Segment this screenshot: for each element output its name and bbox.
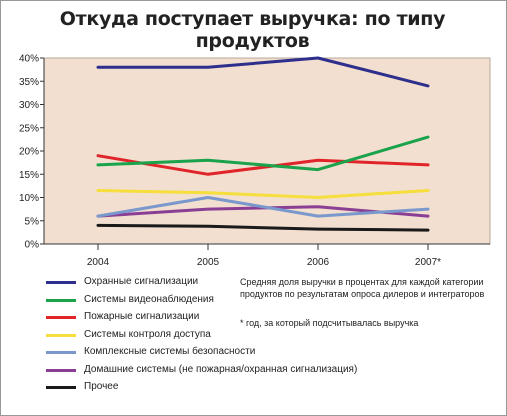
legend-swatch bbox=[46, 351, 76, 354]
series-group bbox=[96, 56, 430, 232]
chart-title: Откуда поступает выручка: по типу продук… bbox=[59, 8, 446, 52]
legend-swatch bbox=[46, 333, 76, 337]
series-line-2 bbox=[96, 135, 430, 172]
legend-swatch bbox=[46, 386, 76, 389]
series-line-5 bbox=[96, 196, 430, 218]
x-tick-label: 2007* bbox=[415, 257, 441, 268]
legend-label: Охранные сигнализации bbox=[84, 276, 199, 287]
x-axis: 2004 2005 2006 2007* bbox=[87, 244, 441, 268]
y-axis: 0% 5% 10% 15% 20% 25% 30% 35% 40% bbox=[19, 54, 44, 251]
chart-footnote: * год, за который подсчитывалась выручка bbox=[240, 318, 419, 328]
series-line-3 bbox=[96, 154, 430, 176]
legend-label: Домашние системы (не пожарная/охранная с… bbox=[84, 363, 358, 375]
legend-label: Прочее bbox=[84, 381, 119, 392]
y-tick-label: 20% bbox=[19, 147, 39, 158]
legend-swatch bbox=[46, 281, 76, 284]
series-line-1 bbox=[96, 56, 430, 88]
legend-label: Пожарные сигнализации bbox=[84, 311, 200, 322]
y-tick-label: 15% bbox=[19, 170, 39, 181]
series-line-7 bbox=[96, 223, 430, 232]
x-tick-label: 2006 bbox=[307, 257, 330, 268]
legend-label: Системы видеонаблюдения bbox=[84, 293, 214, 305]
x-tick-label: 2004 bbox=[87, 257, 110, 268]
y-tick-label: 0% bbox=[25, 240, 40, 251]
y-tick-label: 35% bbox=[19, 77, 39, 88]
legend-label: Системы контроля доступа bbox=[84, 328, 211, 340]
y-tick-label: 5% bbox=[25, 216, 40, 227]
legend-swatch bbox=[46, 298, 76, 302]
y-tick-label: 40% bbox=[19, 54, 39, 65]
chart-note: Средняя доля выручки в процентах для каж… bbox=[240, 277, 485, 299]
x-tick-label: 2005 bbox=[197, 257, 220, 268]
y-tick-label: 30% bbox=[19, 100, 39, 111]
y-tick-label: 10% bbox=[19, 193, 39, 204]
legend-label: Комплексные системы безопасности bbox=[84, 346, 256, 357]
legend-swatch bbox=[46, 316, 76, 319]
series-line-4 bbox=[96, 189, 430, 199]
y-tick-label: 25% bbox=[19, 123, 39, 134]
legend-swatch bbox=[46, 368, 76, 372]
